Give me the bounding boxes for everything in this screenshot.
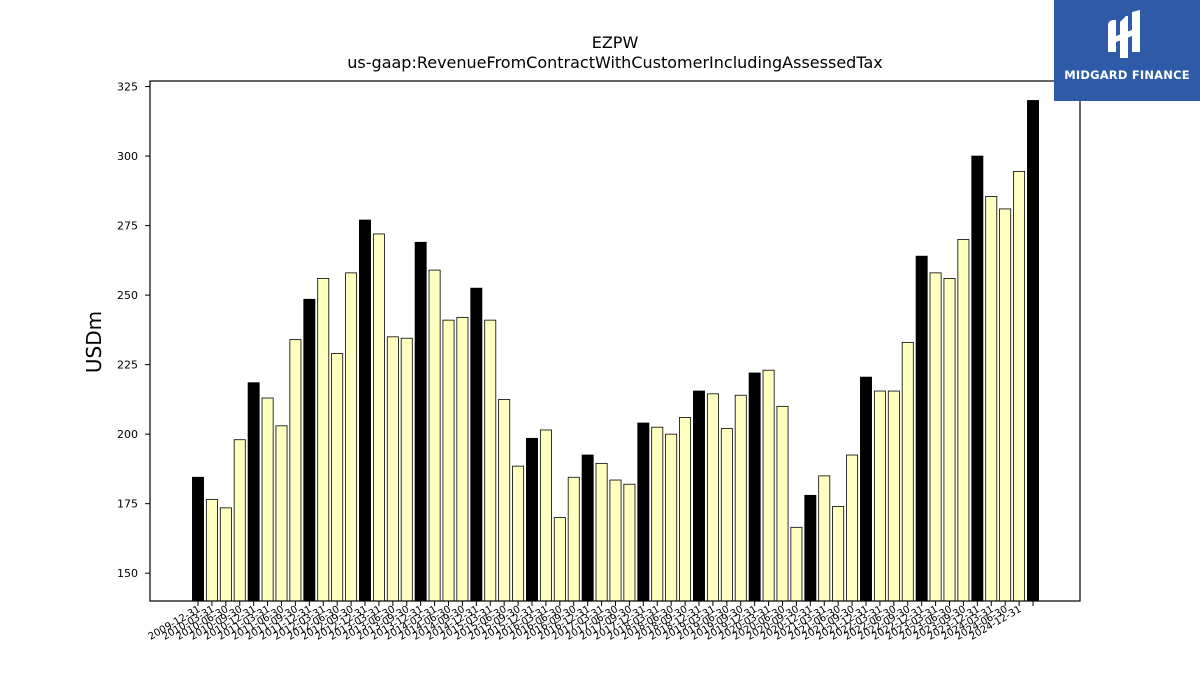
logo-text: MIDGARD FINANCE — [1064, 68, 1190, 82]
bar — [1027, 100, 1039, 602]
bar — [400, 337, 413, 602]
bar — [971, 155, 984, 602]
bar — [526, 437, 538, 602]
plot-frame — [149, 80, 1081, 602]
chart-title: EZPW — [592, 33, 639, 52]
y-tick-label: 325 — [117, 81, 138, 94]
bar — [247, 382, 260, 602]
bar — [581, 454, 594, 602]
bar — [901, 341, 914, 602]
y-tick-label: 200 — [117, 428, 138, 441]
bar — [665, 433, 678, 602]
bar — [929, 272, 942, 602]
bars-group — [192, 100, 1039, 602]
bar — [372, 233, 385, 602]
bar — [679, 417, 692, 602]
bar — [693, 390, 705, 602]
bar — [219, 507, 232, 602]
bar — [985, 195, 998, 602]
bar — [999, 208, 1012, 602]
y-tick-label: 175 — [117, 498, 138, 511]
bar — [748, 372, 761, 602]
bar — [275, 425, 288, 602]
bar — [651, 426, 664, 602]
bar — [192, 476, 204, 602]
bar — [539, 429, 552, 602]
bar — [637, 422, 650, 602]
bar — [734, 394, 747, 602]
bar — [233, 439, 246, 602]
bar — [790, 526, 803, 602]
bar — [442, 319, 455, 602]
x-axis: 2009-12-312010-03-312010-06-302010-09-30… — [147, 601, 1034, 643]
bar — [1013, 170, 1026, 602]
bar — [303, 298, 316, 602]
bar — [887, 390, 900, 602]
y-axis: 150 175 200 225 250 275 300 325 — [117, 81, 150, 580]
bar — [804, 494, 817, 602]
bar — [860, 376, 872, 602]
bar — [623, 483, 636, 602]
bar — [345, 272, 358, 602]
bar — [832, 506, 845, 602]
bar — [553, 517, 566, 602]
bar — [414, 241, 427, 602]
chart-subtitle: us-gaap:RevenueFromContractWithCustomerI… — [347, 53, 882, 72]
y-tick-label: 250 — [117, 289, 138, 302]
y-tick-label: 150 — [117, 567, 138, 580]
bar — [818, 475, 831, 602]
midgard-finance-logo: MIDGARD FINANCE — [1054, 0, 1200, 101]
bar — [720, 428, 733, 602]
bar — [776, 405, 789, 602]
y-tick-label: 225 — [117, 359, 138, 372]
bar — [205, 499, 218, 602]
bar — [706, 393, 719, 602]
bar — [359, 219, 371, 602]
bar — [386, 336, 399, 602]
y-tick-label: 275 — [117, 220, 138, 233]
midgard-logo-icon — [1108, 10, 1140, 58]
bar — [317, 278, 330, 602]
bar — [331, 353, 344, 602]
bar — [289, 339, 302, 602]
bar — [428, 269, 441, 602]
bar — [512, 465, 525, 602]
y-axis-label: USDm — [82, 311, 106, 373]
bar — [609, 479, 622, 602]
bar — [762, 369, 775, 602]
bar — [846, 454, 859, 602]
bar — [943, 278, 956, 602]
bar — [567, 476, 580, 602]
bar — [498, 398, 511, 602]
y-tick-label: 300 — [117, 150, 138, 163]
bar — [915, 255, 928, 602]
bar — [456, 316, 469, 602]
bar — [470, 287, 483, 602]
bar — [484, 319, 497, 602]
bar — [261, 397, 274, 602]
bar — [595, 462, 608, 602]
bar — [957, 239, 970, 602]
bar — [873, 390, 886, 602]
